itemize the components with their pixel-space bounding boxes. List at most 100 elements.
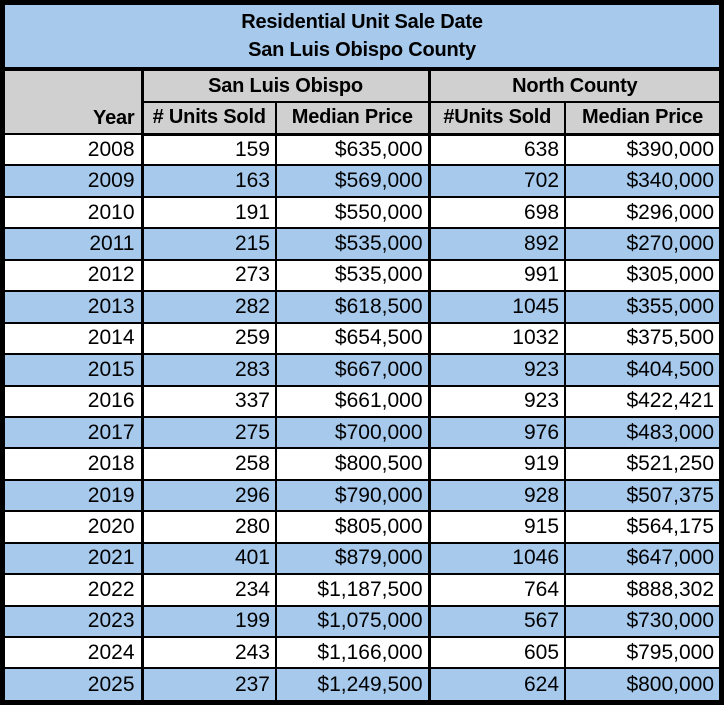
year-cell: 2017 (4, 415, 144, 450)
nc-units-cell: 567 (427, 604, 567, 639)
slo-price-cell: $667,000 (274, 353, 431, 387)
sub-header-row: # Units Sold Median Price #Units Sold Me… (5, 101, 721, 136)
year-cell: 2010 (4, 195, 144, 230)
slo-price-cell: $1,166,000 (274, 635, 431, 670)
year-cell: 2013 (4, 290, 144, 324)
nc-units-cell: 923 (427, 353, 567, 387)
nc-units-cell: 764 (427, 573, 567, 607)
table-row: 2024 243 $1,166,000 605 $795,000 (4, 635, 721, 670)
table-row: 2010 191 $550,000 698 $296,000 (4, 195, 721, 230)
nc-units-cell: 1046 (427, 541, 567, 576)
nc-price-cell: $355,000 (564, 290, 721, 324)
slo-price-cell: $700,000 (274, 415, 431, 450)
nc-units-cell: 702 (427, 164, 567, 198)
nc-price-cell: $888,302 (564, 573, 721, 607)
nc-price-cell: $375,500 (564, 321, 721, 356)
slo-price-cell: $1,249,500 (274, 667, 431, 701)
slo-price-cell: $569,000 (274, 164, 431, 198)
title-line-2: San Luis Obispo County (248, 38, 476, 61)
nc-units-cell: 915 (427, 510, 567, 544)
slo-price-cell: $879,000 (274, 541, 431, 576)
nc-units-cell: 638 (427, 132, 567, 167)
slo-units-cell: 258 (140, 447, 277, 481)
table-row: 2022 234 $1,187,500 764 $888,302 (4, 573, 721, 607)
slo-units-cell: 401 (140, 541, 277, 576)
table-title: Residential Unit Sale Date San Luis Obis… (5, 5, 719, 71)
slo-units-cell: 191 (140, 195, 277, 230)
slo-price-cell: $550,000 (274, 195, 431, 230)
nc-price-cell: $521,250 (564, 447, 721, 481)
slo-units-cell: 237 (140, 667, 277, 701)
slo-units-cell: 234 (140, 573, 277, 607)
year-cell: 2021 (4, 541, 144, 576)
slo-units-cell: 273 (140, 258, 277, 293)
year-cell: 2009 (4, 164, 144, 198)
year-cell: 2015 (4, 353, 144, 387)
slo-price-cell: $805,000 (274, 510, 431, 544)
slo-price-cell: $535,000 (274, 227, 431, 261)
slo-price-cell: $1,187,500 (274, 573, 431, 607)
slo-price-cell: $790,000 (274, 478, 431, 513)
year-cell: 2023 (4, 604, 144, 639)
table-row: 2016 337 $661,000 923 $422,421 (4, 384, 721, 418)
sales-table: Year San Luis Obispo North County # Unit… (4, 70, 721, 701)
nc-price-cell: $730,000 (564, 604, 721, 639)
slo-units-cell: 296 (140, 478, 277, 513)
nc-price-cell: $270,000 (564, 227, 721, 261)
table-row: 2019 296 $790,000 928 $507,375 (4, 478, 721, 513)
nc-price-cell: $422,421 (564, 384, 721, 418)
slo-units-cell: 243 (140, 635, 277, 670)
slo-units-cell: 163 (140, 164, 277, 198)
nc-units-cell: 919 (427, 447, 567, 481)
slo-price-cell: $800,500 (274, 447, 431, 481)
nc-price-cell: $340,000 (564, 164, 721, 198)
year-cell: 2008 (4, 132, 144, 167)
table-row: 2011 215 $535,000 892 $270,000 (4, 227, 721, 261)
nc-price-cell: $305,000 (564, 258, 721, 293)
slo-price-cell: $535,000 (274, 258, 431, 293)
year-cell: 2022 (4, 573, 144, 607)
table-body: 2008 159 $635,000 638 $390,000 2009 163 $569,00… (4, 132, 721, 701)
slo-units-cell: 283 (140, 353, 277, 387)
nc-units-cell: 698 (427, 195, 567, 230)
nc-price-cell: $296,000 (564, 195, 721, 230)
slo-price-cell: $635,000 (274, 132, 431, 167)
slo-price-cell: $654,500 (274, 321, 431, 356)
nc-units-cell: 976 (427, 415, 567, 450)
nc-price-cell: $800,000 (564, 667, 721, 701)
column-header-slo-units: # Units Sold (140, 101, 277, 136)
nc-units-cell: 928 (427, 478, 567, 513)
table-row: 2025 237 $1,249,500 624 $800,000 (4, 667, 721, 701)
slo-units-cell: 215 (140, 227, 277, 261)
slo-units-cell: 275 (140, 415, 277, 450)
nc-units-cell: 892 (427, 227, 567, 261)
slo-units-cell: 259 (140, 321, 277, 356)
nc-price-cell: $390,000 (564, 132, 721, 167)
table-row: 2018 258 $800,500 919 $521,250 (4, 447, 721, 481)
nc-units-cell: 624 (427, 667, 567, 701)
group-header-row: Year San Luis Obispo North County (4, 70, 721, 135)
year-cell: 2020 (4, 510, 144, 544)
table-row: 2023 199 $1,075,000 567 $730,000 (4, 604, 721, 639)
table-row: 2015 283 $667,000 923 $404,500 (4, 353, 721, 387)
slo-price-cell: $618,500 (274, 290, 431, 324)
column-header-nc-units: #Units Sold (427, 101, 567, 136)
year-column-header: Year (4, 70, 144, 135)
nc-units-cell: 1045 (427, 290, 567, 324)
year-cell: 2011 (4, 227, 144, 261)
column-header-nc-price: Median Price (564, 101, 721, 136)
year-cell: 2012 (4, 258, 144, 293)
slo-units-cell: 159 (140, 132, 277, 167)
year-cell: 2014 (4, 321, 144, 356)
year-cell: 2025 (4, 667, 144, 701)
nc-price-cell: $647,000 (564, 541, 721, 576)
slo-units-cell: 199 (140, 604, 277, 639)
slo-units-cell: 280 (140, 510, 277, 544)
table-row: 2012 273 $535,000 991 $305,000 (4, 258, 721, 293)
nc-units-cell: 991 (427, 258, 567, 293)
table-row: 2009 163 $569,000 702 $340,000 (4, 164, 721, 198)
nc-units-cell: 1032 (427, 321, 567, 356)
group-header-north-county: North County (427, 70, 721, 103)
table-row: 2008 159 $635,000 638 $390,000 (4, 132, 721, 167)
nc-units-cell: 923 (427, 384, 567, 418)
